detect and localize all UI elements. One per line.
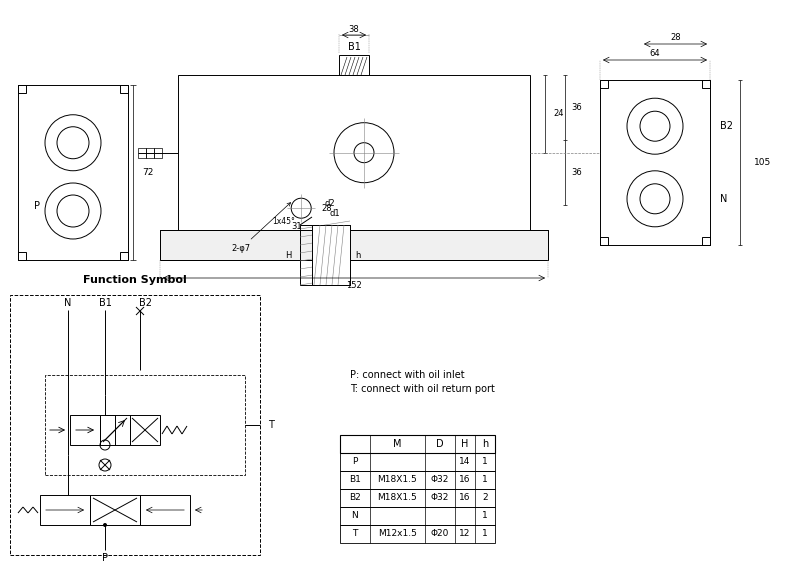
Text: 152: 152 — [346, 281, 362, 289]
Bar — [70, 415, 100, 445]
Bar — [138, 148, 146, 158]
Bar — [120, 252, 128, 260]
Bar — [18, 252, 26, 260]
Text: M: M — [394, 439, 402, 449]
Bar — [340, 435, 495, 453]
Bar — [18, 85, 26, 93]
Bar — [300, 225, 350, 285]
Text: 28: 28 — [670, 33, 681, 43]
Bar — [339, 55, 369, 75]
Circle shape — [103, 523, 107, 527]
Text: d1: d1 — [330, 209, 340, 217]
Text: H: H — [286, 251, 292, 259]
Text: 72: 72 — [142, 168, 154, 177]
Bar — [160, 230, 548, 260]
Text: 64: 64 — [650, 49, 660, 59]
Text: 1: 1 — [482, 512, 488, 520]
Bar — [340, 489, 495, 507]
Text: T: T — [352, 530, 358, 539]
Text: B2: B2 — [720, 121, 733, 131]
Bar — [154, 148, 162, 158]
Text: N: N — [64, 298, 72, 308]
Text: P: P — [34, 201, 40, 211]
Text: Φ32: Φ32 — [431, 476, 449, 485]
Text: P: P — [352, 458, 358, 466]
Bar — [18, 85, 128, 260]
Text: 14: 14 — [459, 458, 470, 466]
Bar — [45, 375, 245, 475]
Text: M18X1.5: M18X1.5 — [378, 476, 418, 485]
Text: 16: 16 — [459, 493, 470, 503]
Bar — [130, 415, 160, 445]
Text: 36: 36 — [572, 103, 582, 112]
Text: P: P — [102, 553, 108, 563]
Bar — [340, 525, 495, 543]
Bar — [160, 230, 548, 260]
Bar — [340, 507, 495, 525]
Bar — [140, 495, 190, 525]
Text: Φ20: Φ20 — [431, 530, 449, 539]
Text: P: connect with oil inlet: P: connect with oil inlet — [350, 370, 465, 380]
Bar — [600, 237, 608, 245]
Text: D: D — [436, 439, 444, 449]
Text: B1: B1 — [347, 42, 361, 52]
Text: 1: 1 — [482, 530, 488, 539]
Text: N: N — [720, 194, 727, 204]
Bar — [100, 415, 130, 445]
Bar — [340, 471, 495, 489]
Bar — [90, 495, 140, 525]
Bar — [120, 85, 128, 93]
Text: 38: 38 — [349, 25, 359, 33]
Bar — [146, 148, 154, 158]
Bar — [312, 225, 350, 285]
Bar — [600, 80, 710, 245]
Text: 24: 24 — [554, 109, 564, 118]
Text: B1: B1 — [98, 298, 111, 308]
Bar — [702, 80, 710, 88]
Text: h: h — [482, 439, 488, 449]
Text: Φ32: Φ32 — [431, 493, 449, 503]
Bar — [10, 295, 260, 555]
Text: 1x45°: 1x45° — [272, 217, 295, 227]
Text: 1: 1 — [482, 458, 488, 466]
Text: 31: 31 — [291, 222, 302, 231]
Bar — [340, 453, 495, 471]
Bar — [40, 495, 90, 525]
Text: M18X1.5: M18X1.5 — [378, 493, 418, 503]
Bar — [600, 80, 608, 88]
Text: 105: 105 — [754, 158, 771, 167]
Text: B2: B2 — [138, 298, 151, 308]
Text: T: connect with oil return port: T: connect with oil return port — [350, 384, 495, 394]
Text: 12: 12 — [459, 530, 470, 539]
Text: H: H — [462, 439, 469, 449]
Text: N: N — [352, 512, 358, 520]
Bar — [702, 237, 710, 245]
Text: 1: 1 — [482, 476, 488, 485]
Text: 2: 2 — [482, 493, 488, 503]
Text: 2-φ7: 2-φ7 — [232, 202, 290, 252]
Text: Function Symbol: Function Symbol — [83, 275, 187, 285]
Text: d2: d2 — [325, 198, 335, 208]
Text: 36: 36 — [572, 168, 582, 177]
Text: T: T — [268, 420, 274, 430]
Text: B1: B1 — [349, 476, 361, 485]
Text: h: h — [355, 251, 360, 259]
Text: B2: B2 — [349, 493, 361, 503]
Text: 16: 16 — [459, 476, 470, 485]
Bar — [178, 75, 530, 260]
Text: M12x1.5: M12x1.5 — [378, 530, 417, 539]
Text: 28: 28 — [321, 204, 332, 213]
